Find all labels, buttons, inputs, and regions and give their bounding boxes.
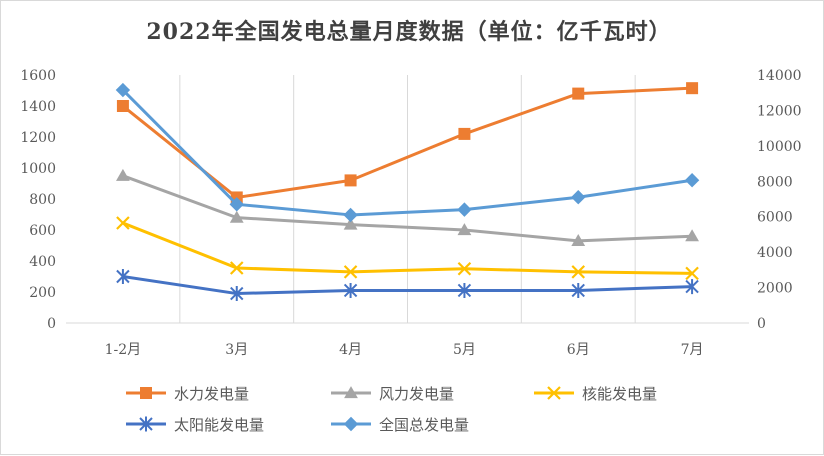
series-1 bbox=[116, 168, 699, 246]
data-point bbox=[685, 279, 699, 295]
y-left-tick-label: 400 bbox=[29, 254, 56, 270]
y-left-tick-label: 1200 bbox=[20, 130, 56, 146]
legend-item: 风力发电量 bbox=[331, 385, 454, 403]
legend-swatch-marker bbox=[547, 386, 561, 400]
series-line bbox=[121, 86, 693, 199]
y-right-tick-label: 2000 bbox=[757, 281, 793, 297]
series-4 bbox=[115, 82, 700, 223]
series-0 bbox=[116, 82, 699, 204]
y-left-tick-label: 600 bbox=[29, 223, 56, 239]
data-point bbox=[686, 82, 699, 95]
legend-swatch-marker bbox=[344, 386, 358, 399]
chart-title: 2022年全国发电总量月度数据（单位：亿千瓦时） bbox=[146, 19, 671, 45]
data-point bbox=[343, 282, 358, 298]
data-point bbox=[457, 282, 472, 298]
data-point bbox=[457, 261, 472, 276]
x-tick-label: 5月 bbox=[453, 342, 476, 358]
data-point bbox=[457, 223, 472, 236]
series-line bbox=[122, 221, 693, 275]
data-point bbox=[685, 229, 699, 242]
data-point bbox=[571, 233, 586, 246]
legend-swatch-marker bbox=[140, 387, 152, 399]
series-line bbox=[122, 174, 693, 243]
data-point bbox=[344, 174, 357, 187]
data-point bbox=[572, 87, 585, 100]
y-left-tick-label: 1000 bbox=[20, 161, 56, 177]
legend-item: 核能发电量 bbox=[534, 385, 657, 403]
data-point bbox=[343, 207, 358, 223]
data-point bbox=[684, 173, 700, 188]
series-line bbox=[121, 88, 693, 217]
data-point bbox=[571, 282, 585, 298]
series-3 bbox=[116, 269, 699, 302]
series-line bbox=[122, 275, 693, 296]
y-right-tick-label: 8000 bbox=[757, 174, 793, 190]
x-tick-label: 4月 bbox=[339, 342, 362, 358]
y-left-tick-label: 200 bbox=[29, 285, 56, 301]
data-point bbox=[230, 286, 244, 302]
y-left-tick-label: 1600 bbox=[20, 68, 56, 84]
data-point bbox=[571, 190, 586, 205]
y-left-tick-label: 0 bbox=[47, 316, 56, 332]
data-point bbox=[571, 265, 586, 279]
y-right-tick-label: 14000 bbox=[757, 68, 802, 84]
data-point bbox=[229, 197, 244, 212]
series-layer bbox=[115, 82, 700, 302]
x-tick-label: 1-2月 bbox=[105, 342, 142, 358]
legend-item: 太阳能发电量 bbox=[126, 416, 264, 434]
data-point bbox=[343, 217, 358, 230]
data-point bbox=[116, 168, 130, 181]
legend-label: 水力发电量 bbox=[174, 385, 249, 403]
data-point bbox=[116, 216, 130, 230]
data-point bbox=[115, 82, 131, 98]
data-point bbox=[343, 265, 358, 279]
y-right-tick-label: 6000 bbox=[757, 210, 793, 226]
legend-label: 太阳能发电量 bbox=[174, 416, 264, 434]
data-point bbox=[116, 269, 130, 284]
legend-swatch-marker bbox=[139, 416, 153, 432]
x-tick-label: 6月 bbox=[567, 342, 590, 358]
y-left-tick-label: 800 bbox=[29, 192, 56, 208]
legend-item: 全国总发电量 bbox=[331, 416, 469, 434]
y-right-tick-label: 10000 bbox=[757, 139, 802, 155]
legend-label: 全国总发电量 bbox=[379, 416, 469, 434]
y-left-tick-label: 1400 bbox=[20, 99, 56, 115]
data-point bbox=[229, 261, 244, 275]
legend-label: 风力发电量 bbox=[379, 385, 454, 403]
x-tick-label: 3月 bbox=[225, 342, 248, 358]
data-point bbox=[458, 127, 471, 140]
grid-lines bbox=[179, 75, 636, 323]
x-tick-label: 7月 bbox=[681, 342, 704, 358]
legend-label: 核能发电量 bbox=[582, 385, 657, 403]
legend-swatch-marker bbox=[343, 416, 359, 432]
series-2 bbox=[116, 216, 699, 281]
legend-item: 水力发电量 bbox=[126, 385, 249, 403]
y-right-tick-label: 12000 bbox=[757, 103, 802, 119]
data-point bbox=[229, 210, 244, 223]
data-point bbox=[685, 266, 699, 281]
data-point bbox=[116, 100, 129, 112]
y-right-tick-label: 0 bbox=[757, 316, 766, 332]
data-point bbox=[457, 202, 472, 217]
y-right-tick-label: 4000 bbox=[757, 245, 793, 261]
axes: 0 200 400 600 800 1000 1200 1400 1600 0 2000 4000 60… bbox=[20, 68, 801, 358]
